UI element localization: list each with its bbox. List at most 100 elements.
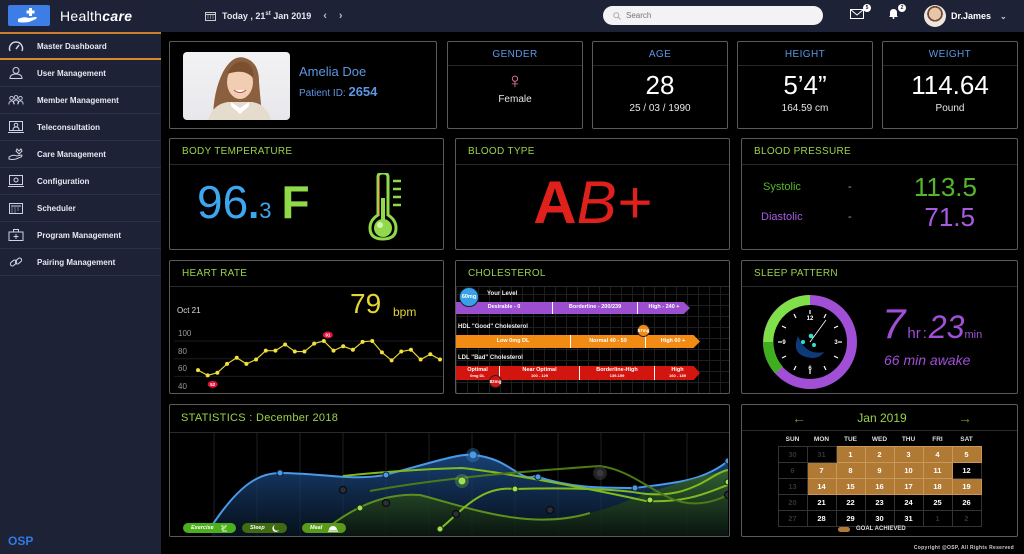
calendar-week: 6 7 8 9 10 11 12 [777, 461, 982, 479]
legend-meal[interactable]: Meal [302, 523, 347, 533]
sidebar-item-scheduler[interactable]: Scheduler [0, 195, 161, 222]
calendar-day[interactable]: 11 [922, 461, 953, 479]
legend-exercise[interactable]: Exercise [183, 523, 236, 533]
heart-rate-y-axis: 100 80 60 40 [178, 329, 192, 392]
statistics-chart [207, 433, 728, 536]
calendar-day[interactable]: 20 [777, 493, 808, 511]
calendar-prev-button[interactable]: ← [792, 409, 806, 426]
calendar-day[interactable]: 25 [922, 493, 953, 511]
calendar-day[interactable]: 18 [922, 477, 953, 495]
body-temperature-title: BODY TEMPERATURE [170, 139, 443, 165]
calendar-day[interactable]: 29 [835, 509, 866, 527]
calendar-day[interactable]: 17 [893, 477, 924, 495]
heart-rate-title: HEART RATE [170, 261, 443, 287]
sidebar-item-member-management[interactable]: Member Management [0, 87, 161, 114]
calendar-day[interactable]: 30 [777, 445, 808, 463]
prev-date-button[interactable]: ‹ [323, 10, 327, 22]
svg-text:3: 3 [834, 340, 838, 346]
calendar-day[interactable]: 7 [806, 461, 837, 479]
calendar-day[interactable]: 15 [835, 477, 866, 495]
temperature-decimal: 3 [259, 198, 272, 223]
age-card: AGE 28 25 / 03 / 1990 [592, 41, 728, 129]
blood-pressure-card: BLOOD PRESSURE Systolic - 113.5 Diastoli… [741, 138, 1018, 250]
calendar-day[interactable]: 16 [864, 477, 895, 495]
thermometer-icon [368, 173, 401, 241]
search-input[interactable] [626, 11, 806, 20]
diastolic-dash: - [848, 211, 852, 223]
sidebar-item-teleconsultation[interactable]: Teleconsultation [0, 114, 161, 141]
calendar-day[interactable]: 10 [893, 461, 924, 479]
statistics-card: STATISTICS : December 2018 Exercise [169, 404, 730, 537]
current-date: Today , 21st Jan 2019 [222, 11, 312, 21]
calendar-day[interactable]: 4 [922, 445, 953, 463]
top-bar: Healthcare Today , 21st Jan 2019 ‹ › 5 2… [0, 0, 1024, 32]
blood-type-value: AB+ [533, 169, 652, 236]
moon-icon [795, 336, 824, 358]
calendar-day[interactable]: 23 [864, 493, 895, 511]
sidebar-item-user-management[interactable]: User Management [0, 60, 161, 87]
sidebar-item-care-management[interactable]: Care Management [0, 141, 161, 168]
app-logo[interactable] [8, 5, 50, 26]
calendar-day[interactable]: 24 [893, 493, 924, 511]
calendar-day[interactable]: 31 [806, 445, 837, 463]
calendar-day[interactable]: 1 [922, 509, 953, 527]
calendar-day[interactable]: 1 [835, 445, 866, 463]
chevron-down-icon: ⌄ [1000, 11, 1007, 21]
calendar-day[interactable]: 19 [951, 477, 982, 495]
calendar-grid: SUN MON TUE WED THU FRI SAT 30 31 1 2 3 4 5 6 7 8 9 10 11 1… [742, 433, 1017, 527]
sidebar-item-master-dashboard[interactable]: Master Dashboard [0, 32, 161, 60]
svg-text:9: 9 [782, 340, 786, 346]
exercise-icon [220, 525, 227, 531]
heart-rate-unit: bpm [393, 305, 417, 319]
messages-button[interactable]: 5 [850, 4, 871, 22]
sidebar-item-label: Program Management [37, 230, 122, 240]
calendar-day[interactable]: 14 [806, 477, 837, 495]
notifications-button[interactable]: 2 [888, 4, 906, 22]
sidebar-item-label: Member Management [37, 95, 119, 105]
systolic-dash: - [848, 181, 852, 193]
calendar-day[interactable]: 5 [951, 445, 982, 463]
calendar-day[interactable]: 28 [806, 509, 837, 527]
calendar-next-button[interactable]: → [957, 409, 972, 426]
svg-text:91: 91 [325, 333, 331, 338]
calendar-day[interactable]: 22 [835, 493, 866, 511]
calendar-day[interactable]: 6 [777, 461, 808, 479]
ldl-label: LDL "Bad" Cholesterol [458, 355, 523, 361]
user-name: Dr.James [951, 11, 992, 21]
calendar-day[interactable]: 3 [893, 445, 924, 463]
calendar-day[interactable]: 2 [951, 509, 982, 527]
search-box[interactable] [603, 6, 823, 25]
calendar-day[interactable]: 12 [951, 461, 982, 479]
calendar-day[interactable]: 31 [893, 509, 924, 527]
calendar-header: ← Jan 2019 → [742, 405, 1017, 431]
sidebar-item-configuration[interactable]: Configuration [0, 168, 161, 195]
calendar-legend: GOAL ACHIEVED [838, 526, 906, 532]
calendar-day[interactable]: 21 [806, 493, 837, 511]
calendar-day[interactable]: 30 [864, 509, 895, 527]
sidebar-item-program-management[interactable]: Program Management [0, 222, 161, 249]
hand-plus-icon [18, 8, 37, 23]
date-navigator: Today , 21st Jan 2019 ‹ › [205, 10, 343, 22]
brand-name: Healthcare [60, 8, 132, 24]
calendar-day[interactable]: 26 [951, 493, 982, 511]
calendar-day[interactable]: 8 [835, 461, 866, 479]
calendar-day[interactable]: 2 [864, 445, 895, 463]
patient-photo [183, 52, 290, 120]
patient-card: Amelia Doe Patient ID: 2654 [169, 41, 437, 129]
systolic-label: Systolic [763, 181, 801, 193]
calendar-day[interactable]: 9 [864, 461, 895, 479]
search-icon [613, 11, 621, 20]
date-of-birth: 25 / 03 / 1990 [629, 103, 691, 114]
sidebar-item-pairing-management[interactable]: Pairing Management [0, 249, 161, 276]
mail-icon [850, 9, 864, 19]
brand-suffix: care [102, 8, 133, 24]
notification-badge: 2 [898, 4, 906, 12]
legend-sleep[interactable]: Sleep [242, 523, 287, 533]
hdl-marker: 57mg [637, 324, 650, 337]
video-doctor-icon [8, 121, 24, 133]
user-menu[interactable]: Dr.James ⌄ [924, 5, 1007, 27]
gender-title: GENDER [448, 42, 582, 66]
calendar-day[interactable]: 27 [777, 509, 808, 527]
calendar-day[interactable]: 13 [777, 477, 808, 495]
next-date-button[interactable]: › [338, 10, 343, 22]
